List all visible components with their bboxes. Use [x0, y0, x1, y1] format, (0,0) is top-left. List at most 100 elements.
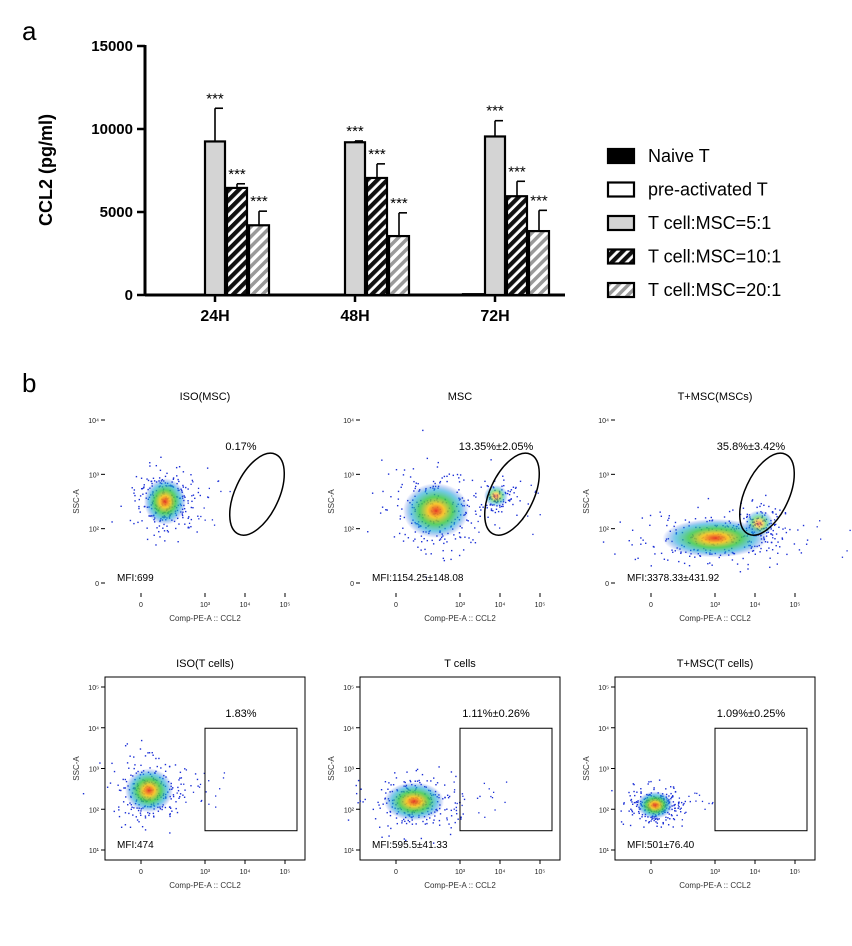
y-tick-label: 10³ [344, 472, 355, 479]
bar [387, 234, 411, 297]
event-dot [797, 529, 799, 531]
event-dot [137, 809, 140, 812]
event-dot [773, 519, 776, 521]
event-dot [675, 810, 677, 812]
event-dot [731, 559, 734, 561]
legend-swatch [606, 214, 636, 232]
significance-label: *** [530, 192, 548, 209]
event-dot [760, 547, 762, 550]
event-dot [667, 817, 669, 819]
event-dot [215, 795, 217, 797]
event-dot [192, 791, 195, 793]
event-dot [650, 565, 652, 567]
gate-ellipse [738, 452, 796, 536]
event-dot [663, 558, 666, 560]
event-dot [409, 780, 412, 783]
event-dot [708, 802, 710, 805]
event-dot [160, 767, 162, 769]
event-dot [384, 781, 387, 783]
event-dot [414, 487, 416, 490]
event-dot [424, 823, 427, 825]
density-core [403, 483, 469, 539]
event-dot [678, 806, 680, 808]
event-dot [360, 788, 362, 790]
event-dot [633, 812, 635, 815]
flow-cytometry-grid: ISO(MSC) 10⁴ 10³ 10² 0 SSC-A 0 10³ 10⁴ 10⁵ Comp-PE… [72, 391, 851, 890]
event-dot [766, 549, 768, 552]
event-dot [123, 787, 125, 789]
event-dot [229, 490, 231, 493]
event-dot [486, 504, 488, 507]
event-dot [751, 500, 753, 502]
event-dot [439, 813, 442, 815]
event-dot [155, 757, 157, 760]
bar [461, 293, 485, 297]
event-dot [450, 809, 453, 812]
event-dot [390, 827, 392, 830]
event-dot [106, 786, 109, 788]
event-dot [660, 552, 663, 555]
y-tick-label: 0 [350, 581, 354, 588]
event-dot [124, 812, 127, 814]
flow-plot: T+MSC(MSCs) 10⁴ 10³ 10² 0 SSC-A 0 10³ 10⁴ 10⁵ Comp… [582, 391, 851, 623]
event-dot [426, 539, 429, 542]
event-dot [133, 767, 135, 770]
event-dot [190, 483, 192, 485]
event-dot [680, 801, 683, 804]
y-tick-label: 10⁵ [598, 685, 609, 692]
event-dot [415, 823, 417, 825]
event-dot [769, 557, 771, 559]
y-tick-label: 10⁴ [598, 418, 609, 425]
event-dot [423, 537, 425, 540]
event-dot [438, 766, 440, 768]
event-dot [441, 477, 443, 479]
y-axis-label: SSC-A [582, 756, 591, 781]
event-dot [775, 513, 777, 515]
event-dot [458, 489, 460, 491]
event-dot [159, 536, 161, 538]
x-axis-label: Comp-PE-A :: CCL2 [424, 881, 496, 890]
event-dot [537, 492, 539, 494]
event-dot [126, 762, 129, 764]
event-dot [149, 465, 151, 467]
event-dot [654, 818, 657, 821]
event-dot [138, 505, 140, 508]
event-dot [694, 792, 696, 794]
event-dot [137, 521, 139, 524]
event-dot [146, 527, 148, 529]
event-dot [464, 536, 466, 538]
event-dot [379, 512, 382, 514]
event-dot [689, 555, 691, 557]
event-dot [439, 482, 441, 484]
significance-label: *** [508, 163, 526, 180]
event-dot [208, 803, 210, 805]
event-dot [169, 815, 171, 818]
event-dot [534, 490, 537, 492]
event-dot [437, 461, 439, 464]
event-dot [181, 514, 184, 517]
event-dot [459, 536, 462, 539]
event-dot [771, 511, 774, 513]
event-dot [681, 819, 684, 821]
event-dot [470, 541, 472, 544]
plot-title: T cells [444, 658, 476, 670]
event-dot [138, 498, 140, 501]
event-dot [200, 800, 202, 803]
event-dot [432, 842, 435, 844]
event-dot [637, 810, 640, 813]
event-dot [141, 520, 143, 522]
event-dot [458, 532, 461, 534]
event-dot [169, 813, 171, 816]
event-dot [477, 520, 479, 523]
event-dot [167, 531, 170, 533]
event-dot [206, 467, 209, 469]
event-dot [453, 534, 455, 536]
event-dot [658, 818, 660, 820]
event-dot [390, 784, 392, 786]
event-dot [364, 798, 366, 801]
event-dot [771, 541, 773, 544]
event-dot [650, 820, 652, 822]
event-dot [450, 549, 453, 552]
x-axis-label: Comp-PE-A :: CCL2 [679, 614, 751, 623]
event-dot [426, 457, 429, 460]
